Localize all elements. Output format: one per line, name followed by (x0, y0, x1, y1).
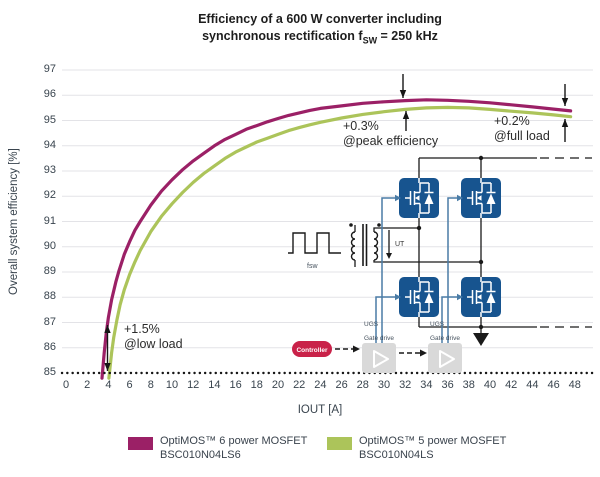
gate-drive-label-2: Gate drive (430, 335, 460, 342)
x-tick-label: 48 (568, 379, 581, 391)
y-tick-label: 97 (43, 63, 56, 75)
ugs-label-2: UGS (430, 321, 445, 328)
x-tick-label: 14 (208, 379, 221, 391)
arrowhead (561, 119, 569, 127)
x-tick-label: 40 (483, 379, 497, 391)
x-tick-label: 42 (505, 379, 518, 391)
x-tick-label: 8 (147, 379, 154, 391)
x-tick-label: 38 (462, 379, 475, 391)
junction-dots (349, 155, 484, 330)
chart-title: Efficiency of a 600 W converter includin… (70, 11, 570, 50)
arrowhead (104, 363, 111, 371)
gate-drive-box-2 (428, 343, 462, 373)
arrowhead (561, 98, 569, 106)
y-tick-label: 90 (43, 239, 56, 252)
x-tick-label: 12 (187, 379, 200, 391)
ground-icon (473, 333, 489, 346)
play-icon (373, 350, 389, 368)
series-curve (100, 98, 573, 380)
x-tick-label: 28 (356, 379, 369, 391)
mosfet-bottom-left (398, 276, 440, 318)
mosfet-top-right (460, 177, 502, 219)
legend-item-optimos6: OptiMOS™ 6 power MOSFET BSC010N04LS6 (128, 435, 307, 462)
x-tick-label: 4 (105, 379, 112, 391)
gate-drive-box-1 (362, 343, 396, 373)
x-tick-label: 34 (420, 379, 433, 391)
gate-drive-label-1: Gate drive (364, 335, 394, 342)
annotation-peak-efficiency: +0.3% @peak efficiency (343, 119, 439, 148)
control-dashed-arrows (335, 348, 420, 354)
mosfet-bottom-right (460, 276, 502, 318)
mosfet-top-left (398, 177, 440, 219)
y-tick-label: 94 (43, 138, 56, 151)
series-curve (107, 105, 573, 380)
chart-title-line1: Efficiency of a 600 W converter includin… (198, 12, 442, 26)
arrowhead (399, 90, 407, 98)
x-tick-label: 24 (314, 379, 327, 391)
legend-part-number: BSC010N04LS (359, 448, 434, 461)
x-tick-label: 32 (399, 379, 412, 391)
fsw-label: fsw (307, 263, 318, 270)
legend-series-name: OptiMOS™ 5 power MOSFET (359, 435, 507, 447)
y-tick-label: 89 (43, 265, 56, 277)
y-tick-label: 85 (43, 366, 56, 378)
ugs-label-1: UGS (364, 321, 379, 328)
x-tick-label: 36 (441, 379, 454, 391)
gate-signal-lines (375, 197, 457, 343)
legend-part-number: BSC010N04LS6 (160, 448, 241, 461)
y-tick-label: 86 (43, 340, 56, 353)
controller-box (292, 341, 332, 357)
chart-title-line2: synchronous rectification fSW = 250 kHz (202, 29, 438, 46)
y-tick-label: 92 (43, 189, 56, 202)
x-tick-label: 16 (229, 379, 242, 391)
x-tick-label: 0 (62, 379, 70, 391)
x-tick-label: 30 (377, 379, 391, 391)
y-tick-label: 93 (43, 164, 56, 176)
x-tick-label: 20 (271, 379, 285, 391)
y-tick-label: 91 (43, 214, 56, 227)
arrowhead (104, 325, 111, 333)
circuit-inset: fsw UT UGS UGS Gate drive Gate drive Con… (288, 155, 592, 373)
x-axis-label: IOUT [A] (297, 404, 343, 416)
arrowhead (402, 111, 410, 119)
legend-swatch-optimos6 (128, 437, 153, 450)
y-tick-label: 96 (43, 88, 56, 101)
legend-swatch-optimos5 (327, 437, 352, 450)
play-icon (439, 350, 455, 368)
legend-item-optimos5: OptiMOS™ 5 power MOSFET BSC010N04LS (327, 435, 506, 462)
y-tick-label: 95 (43, 113, 56, 126)
controller-label: Controller (296, 347, 328, 354)
x-tick-label: 2 (84, 379, 91, 391)
ut-arrowhead (386, 253, 392, 259)
annotation-low-load: +1.5% @low load (124, 322, 183, 351)
x-tick-label: 26 (335, 379, 348, 391)
x-tick-label: 22 (293, 379, 306, 391)
y-tick-label: 87 (43, 315, 56, 328)
circuit-wires (288, 157, 592, 333)
fsw-subscript: SW (362, 35, 378, 46)
x-tick-label: 44 (526, 379, 539, 391)
ut-label: UT (395, 241, 405, 248)
x-tick-label: 6 (126, 379, 133, 391)
x-tick-label: 10 (165, 379, 179, 391)
gate-arrowheads (395, 194, 463, 301)
x-tick-label: 18 (250, 379, 263, 391)
legend-series-name: OptiMOS™ 6 power MOSFET (160, 435, 308, 447)
y-tick-label: 88 (43, 290, 56, 303)
annotation-full-load: +0.2% @full load (494, 114, 550, 143)
x-tick-label: 46 (547, 379, 560, 391)
